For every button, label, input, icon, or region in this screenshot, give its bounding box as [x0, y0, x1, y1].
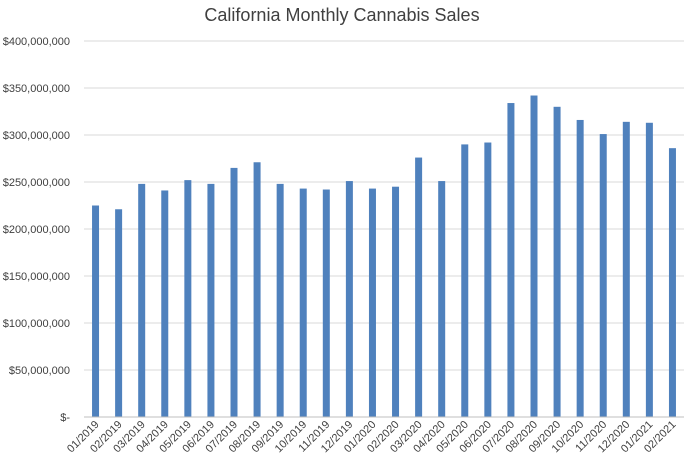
bar-06-2020	[484, 142, 492, 417]
y-tick-label: $150,000,000	[3, 271, 70, 283]
bar-09-2020	[553, 106, 561, 418]
y-tick-label: $350,000,000	[3, 83, 70, 95]
bar-04-2019	[161, 190, 169, 417]
x-axis-ticks: 01/201902/201903/201904/201905/201906/20…	[65, 419, 679, 456]
bar-10-2019	[299, 188, 307, 417]
bar-03-2019	[138, 183, 146, 417]
y-tick-label: $400,000,000	[3, 36, 70, 48]
bar-03-2020	[415, 157, 423, 417]
bar-08-2019	[253, 162, 261, 417]
bars	[92, 95, 676, 418]
bar-01-2020	[368, 188, 376, 417]
bar-11-2019	[322, 189, 330, 417]
bar-08-2020	[530, 95, 538, 418]
bar-11-2020	[599, 134, 607, 417]
y-tick-label: $100,000,000	[3, 318, 70, 330]
bar-02-2020	[392, 186, 400, 417]
gridlines	[84, 40, 684, 371]
bar-05-2019	[184, 180, 192, 417]
bar-02-2019	[115, 209, 123, 417]
bar-10-2020	[576, 119, 584, 418]
y-tick-label: $-	[60, 412, 70, 424]
bar-02-2021	[668, 148, 676, 417]
bar-05-2020	[461, 144, 469, 417]
bar-04-2020	[438, 181, 446, 417]
bar-01-2021	[645, 122, 653, 417]
bar-01-2019	[92, 205, 100, 417]
y-tick-label: $250,000,000	[3, 177, 70, 189]
y-tick-label: $300,000,000	[3, 130, 70, 142]
bar-12-2020	[622, 121, 630, 417]
bar-07-2020	[507, 103, 515, 417]
bar-09-2019	[276, 183, 284, 417]
bar-12-2019	[345, 181, 353, 417]
chart-title: California Monthly Cannabis Sales	[204, 5, 479, 25]
y-tick-label: $50,000,000	[9, 365, 70, 377]
bar-06-2019	[207, 183, 215, 417]
bar-07-2019	[230, 167, 238, 417]
y-tick-label: $200,000,000	[3, 224, 70, 236]
y-axis-ticks: $- $50,000,000 $100,000,000 $150,000,000 $20…	[3, 36, 71, 424]
